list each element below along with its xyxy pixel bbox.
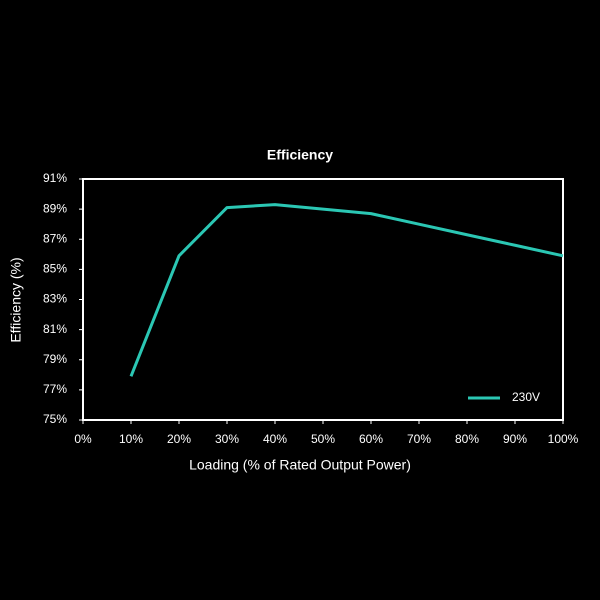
x-tick-label: 90% [503, 432, 527, 446]
y-tick-label: 77% [43, 382, 67, 396]
x-axis-label: Loading (% of Rated Output Power) [189, 457, 411, 473]
x-tick-label: 80% [455, 432, 479, 446]
chart-title: Efficiency [267, 147, 333, 163]
y-axis-label: Efficiency (%) [8, 257, 24, 342]
x-tick-label: 40% [263, 432, 287, 446]
x-tick-label: 20% [167, 432, 191, 446]
x-tick-label: 100% [548, 432, 579, 446]
x-tick-label: 30% [215, 432, 239, 446]
x-tick-label: 70% [407, 432, 431, 446]
y-tick-label: 79% [43, 352, 67, 366]
y-tick-label: 81% [43, 322, 67, 336]
legend-label: 230V [512, 390, 540, 404]
y-tick-label: 89% [43, 201, 67, 215]
x-tick-label: 10% [119, 432, 143, 446]
y-tick-label: 87% [43, 231, 67, 245]
x-tick-label: 0% [74, 432, 92, 446]
y-tick-label: 91% [43, 171, 67, 185]
y-tick-label: 75% [43, 412, 67, 426]
y-tick-label: 83% [43, 292, 67, 306]
x-tick-label: 50% [311, 432, 335, 446]
y-tick-label: 85% [43, 262, 67, 276]
x-tick-label: 60% [359, 432, 383, 446]
line-series [129, 203, 564, 377]
